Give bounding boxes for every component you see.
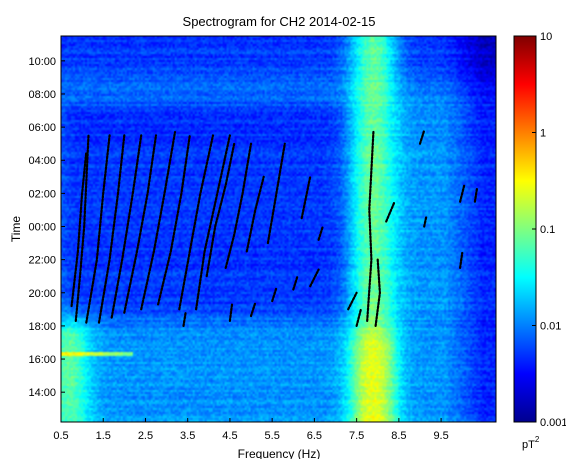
colorbar-tick-label: 0.001 xyxy=(540,417,566,429)
y-tick-label: 00:00 xyxy=(28,222,56,234)
signal-track-3 xyxy=(97,134,126,324)
signal-track-16 xyxy=(228,303,234,322)
x-tick-label: 2.5 xyxy=(138,430,153,442)
x-tick-label: 7.5 xyxy=(349,430,364,442)
signal-track-7 xyxy=(157,134,191,306)
x-tick-label: 6.5 xyxy=(307,430,322,442)
colorbar-axis: 10 1 0.1 0.01 0.001 xyxy=(532,31,566,429)
signal-track-28 xyxy=(423,215,428,228)
colorbar-unit: pT2 xyxy=(522,435,540,451)
signal-track-2 xyxy=(85,134,111,324)
colorbar-tick-label: 10 xyxy=(540,31,552,43)
y-tick-label: 08:00 xyxy=(28,89,56,101)
y-axis: 10:00 08:00 06:00 04:00 02:00 00:00 22:00 20:00… xyxy=(28,56,65,399)
y-tick-label: 22:00 xyxy=(28,255,56,267)
signal-track-18 xyxy=(271,286,278,303)
signal-track-22 xyxy=(347,291,358,311)
signal-track-24 xyxy=(366,129,375,322)
signal-track-4 xyxy=(110,134,143,319)
signal-track-29 xyxy=(459,251,464,269)
x-tick-label: 9.5 xyxy=(433,430,448,442)
signal-tracks xyxy=(70,129,479,327)
signal-track-31 xyxy=(473,187,479,203)
signal-track-5 xyxy=(123,134,158,314)
y-tick-label: 02:00 xyxy=(28,188,56,200)
signal-track-13 xyxy=(266,142,286,245)
x-tick-label: 1.5 xyxy=(96,430,111,442)
signal-track-15 xyxy=(182,311,187,327)
signal-track-19 xyxy=(292,275,299,291)
signal-track-17 xyxy=(249,301,257,318)
y-tick-label: 10:00 xyxy=(28,56,56,68)
signal-track-12 xyxy=(245,175,265,253)
signal-track-10 xyxy=(205,142,236,278)
y-tick-label: 06:00 xyxy=(28,122,56,134)
signal-track-25 xyxy=(374,258,382,327)
y-tick-label: 18:00 xyxy=(28,321,56,333)
x-tick-label: 8.5 xyxy=(391,430,406,442)
y-axis-label: Time xyxy=(9,216,23,243)
signal-track-23 xyxy=(355,308,362,327)
y-tick-label: 14:00 xyxy=(28,387,56,399)
plot-frame xyxy=(60,35,497,423)
signal-track-30 xyxy=(459,184,466,203)
x-tick-label: 3.5 xyxy=(180,430,195,442)
signal-track-26 xyxy=(385,200,396,223)
signal-track-27 xyxy=(418,129,426,145)
x-tick-label: 0.5 xyxy=(53,430,68,442)
signal-track-11 xyxy=(224,142,253,269)
y-tick-label: 20:00 xyxy=(28,288,56,300)
colorbar-tick-label: 0.1 xyxy=(540,224,555,236)
signal-track-1 xyxy=(70,150,88,308)
y-tick-label: 04:00 xyxy=(28,155,56,167)
y-tick-label: 16:00 xyxy=(28,354,56,366)
colorbar-tick-label: 0.01 xyxy=(540,321,561,333)
signal-track-9 xyxy=(195,134,231,311)
x-axis: 0.5 1.5 2.5 3.5 4.5 5.5 6.5 7.5 8.5 9.5 xyxy=(53,418,449,442)
x-tick-label: 5.5 xyxy=(265,430,280,442)
colorbar-tick-label: 1 xyxy=(540,128,546,140)
signal-track-14 xyxy=(300,175,312,220)
signal-track-0 xyxy=(74,134,90,322)
signal-track-20 xyxy=(309,268,320,288)
x-tick-label: 4.5 xyxy=(222,430,237,442)
chart-title: Spectrogram for CH2 2014-02-15 xyxy=(183,14,376,29)
signal-track-6 xyxy=(140,131,177,311)
x-axis-label: Frequency (Hz) xyxy=(238,447,321,459)
signal-track-8 xyxy=(178,134,215,311)
signal-track-21 xyxy=(317,225,324,241)
spectrogram-heatmap xyxy=(61,36,496,422)
